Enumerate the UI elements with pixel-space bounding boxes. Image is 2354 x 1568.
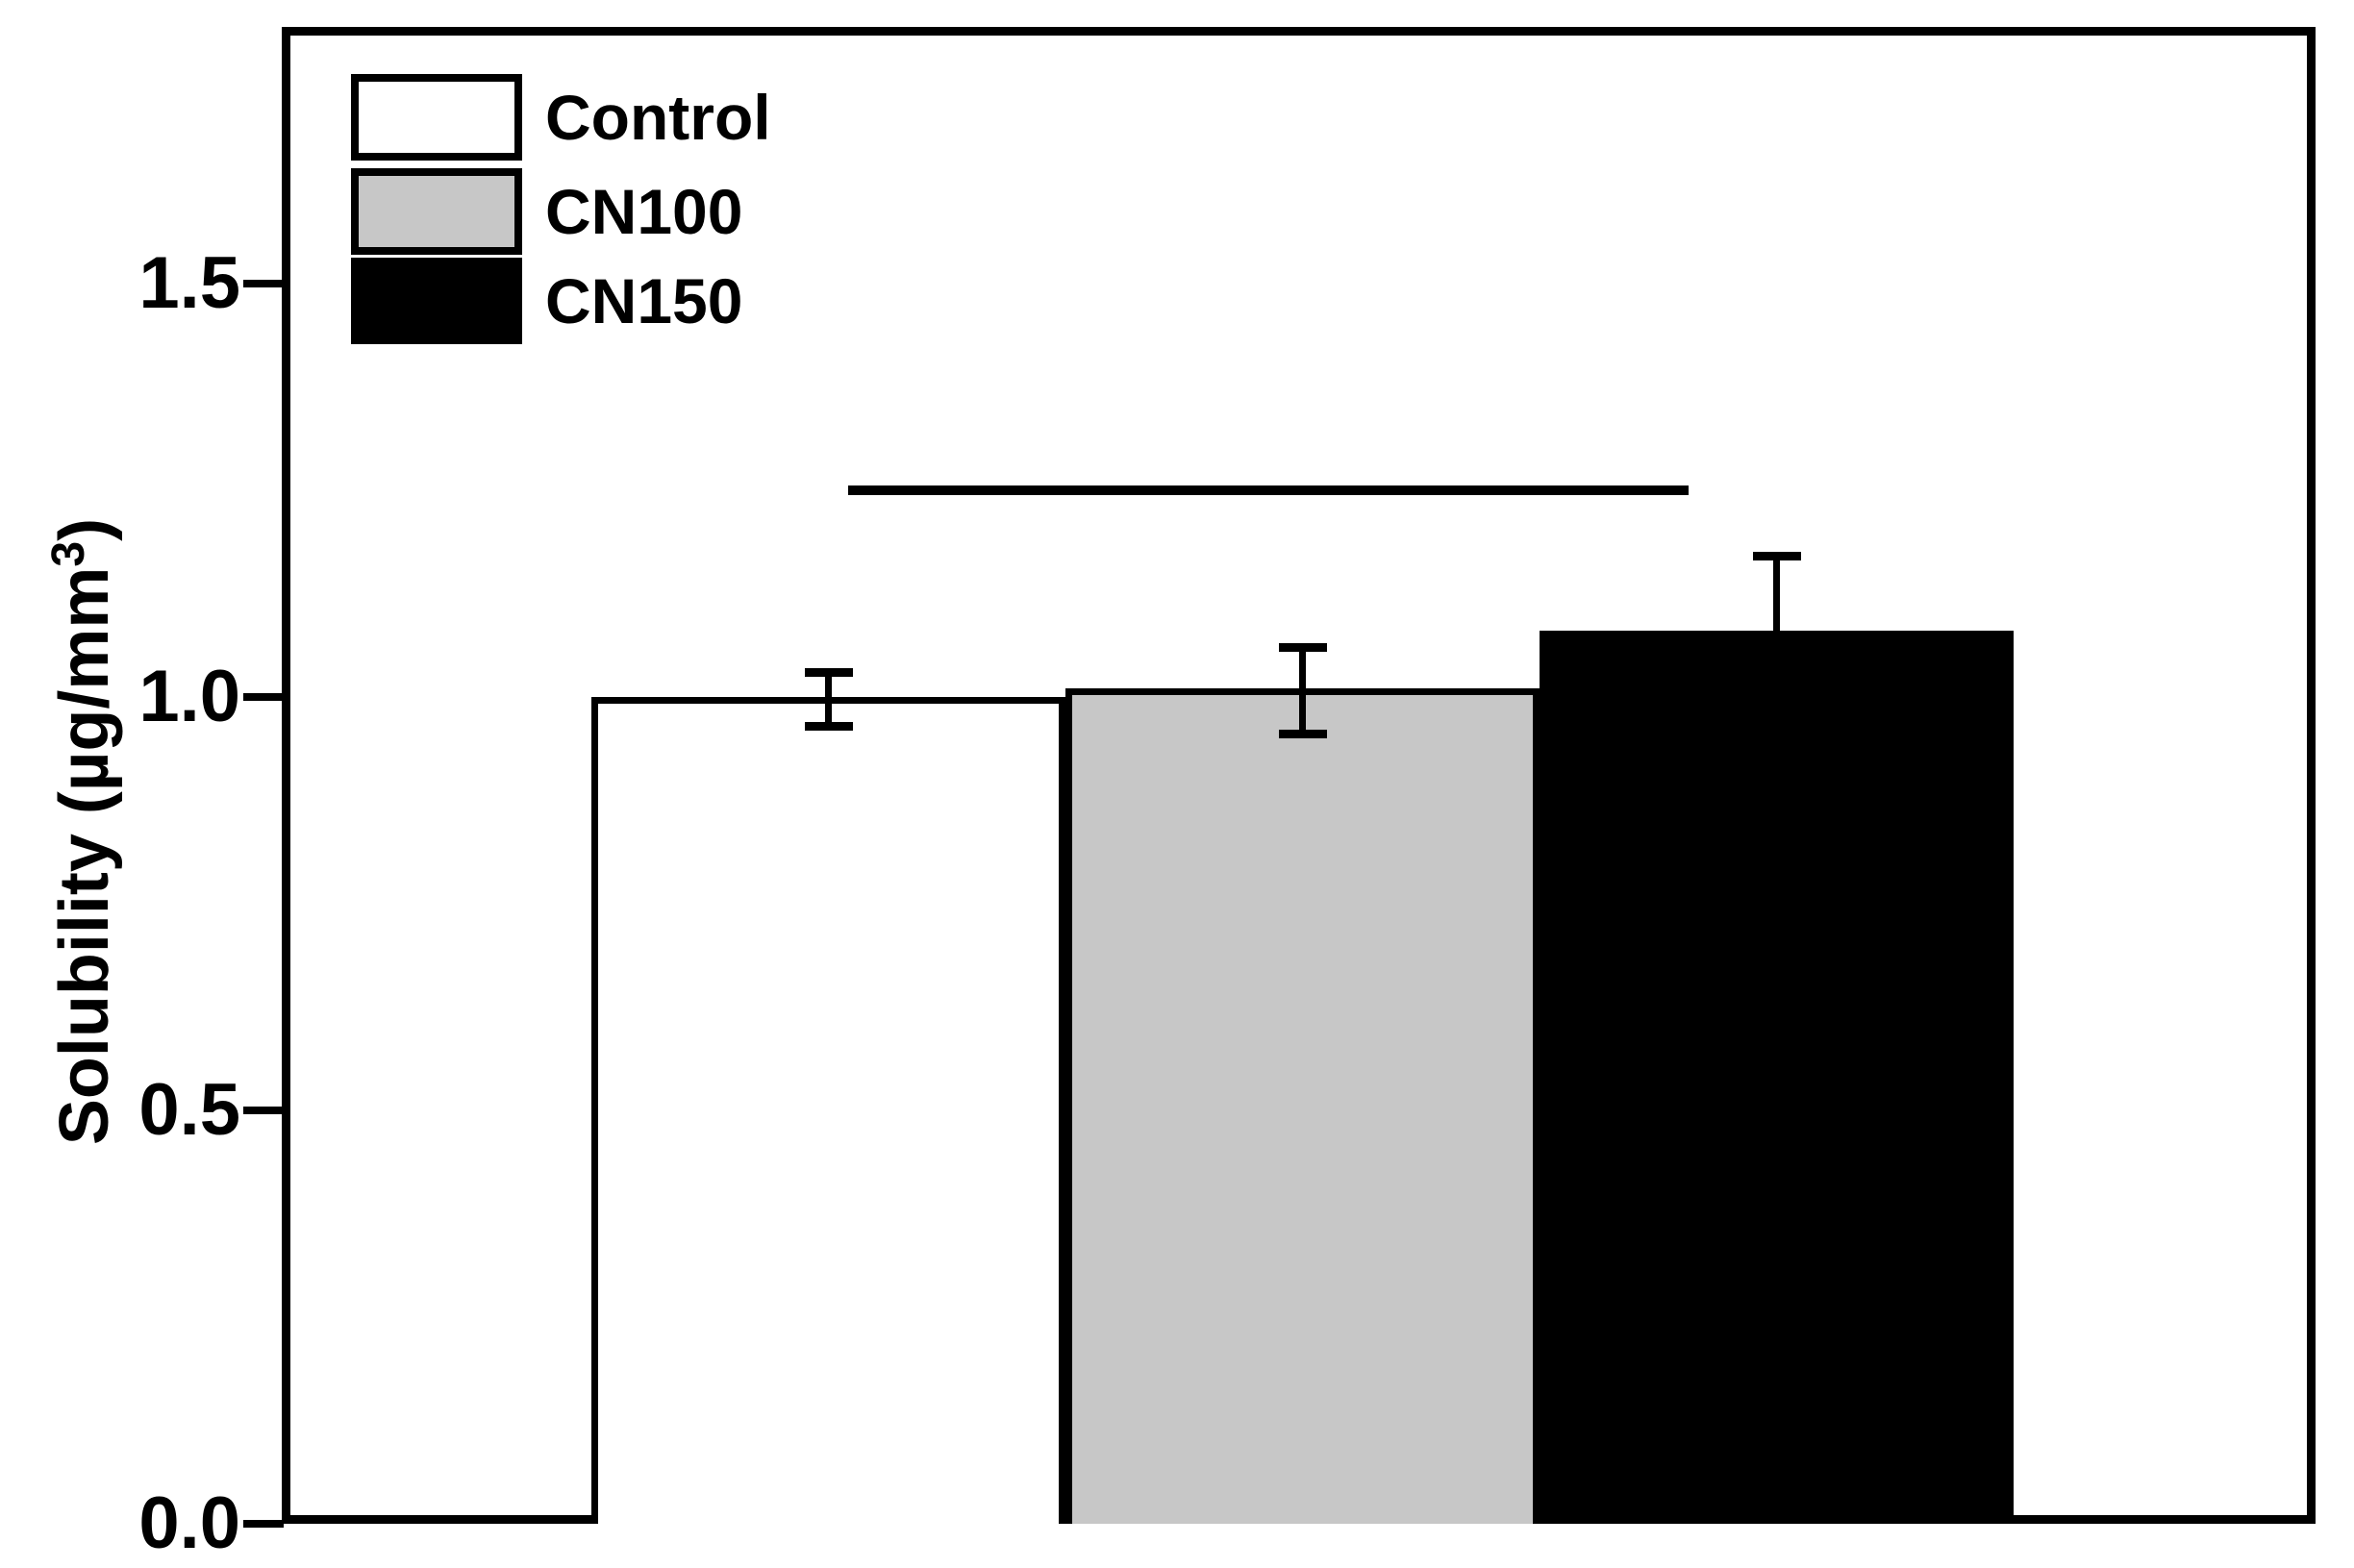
legend-swatch-cn100 xyxy=(351,168,522,255)
legend-label-control: Control xyxy=(545,82,771,153)
error-bar-cn150 xyxy=(1773,556,1780,632)
y-axis-title-main: Solubility (µg/mm xyxy=(46,566,123,1146)
y-tick-label: 0.5 xyxy=(138,1069,240,1151)
y-tick-mark xyxy=(243,280,284,287)
error-cap-top-cn100 xyxy=(1278,642,1327,652)
y-tick-mark xyxy=(243,693,284,701)
bar-cn100 xyxy=(1065,688,1540,1524)
significance-line xyxy=(848,485,1689,495)
bar-cn150 xyxy=(1540,631,2014,1524)
error-bar-control xyxy=(825,672,832,727)
error-bar-cn100 xyxy=(1299,647,1306,734)
y-tick-label: 1.5 xyxy=(138,242,240,324)
legend-label-cn150: CN150 xyxy=(545,265,743,336)
error-cap-bottom-cn100 xyxy=(1278,730,1327,739)
y-axis-title-close: ) xyxy=(46,517,123,541)
bar-control xyxy=(591,697,1065,1524)
y-tick-label: 0.0 xyxy=(138,1482,240,1564)
y-tick-label: 1.0 xyxy=(138,656,240,737)
legend-label-cn100: CN100 xyxy=(545,176,743,247)
error-cap-bottom-control xyxy=(804,721,853,731)
legend-swatch-cn150 xyxy=(351,258,522,344)
y-tick-mark xyxy=(243,1520,284,1528)
error-cap-top-cn150 xyxy=(1752,552,1801,561)
y-tick-mark xyxy=(243,1107,284,1114)
y-axis-title-superscript: 3 xyxy=(43,540,94,567)
error-cap-top-control xyxy=(804,667,853,677)
legend-swatch-control xyxy=(351,74,522,161)
